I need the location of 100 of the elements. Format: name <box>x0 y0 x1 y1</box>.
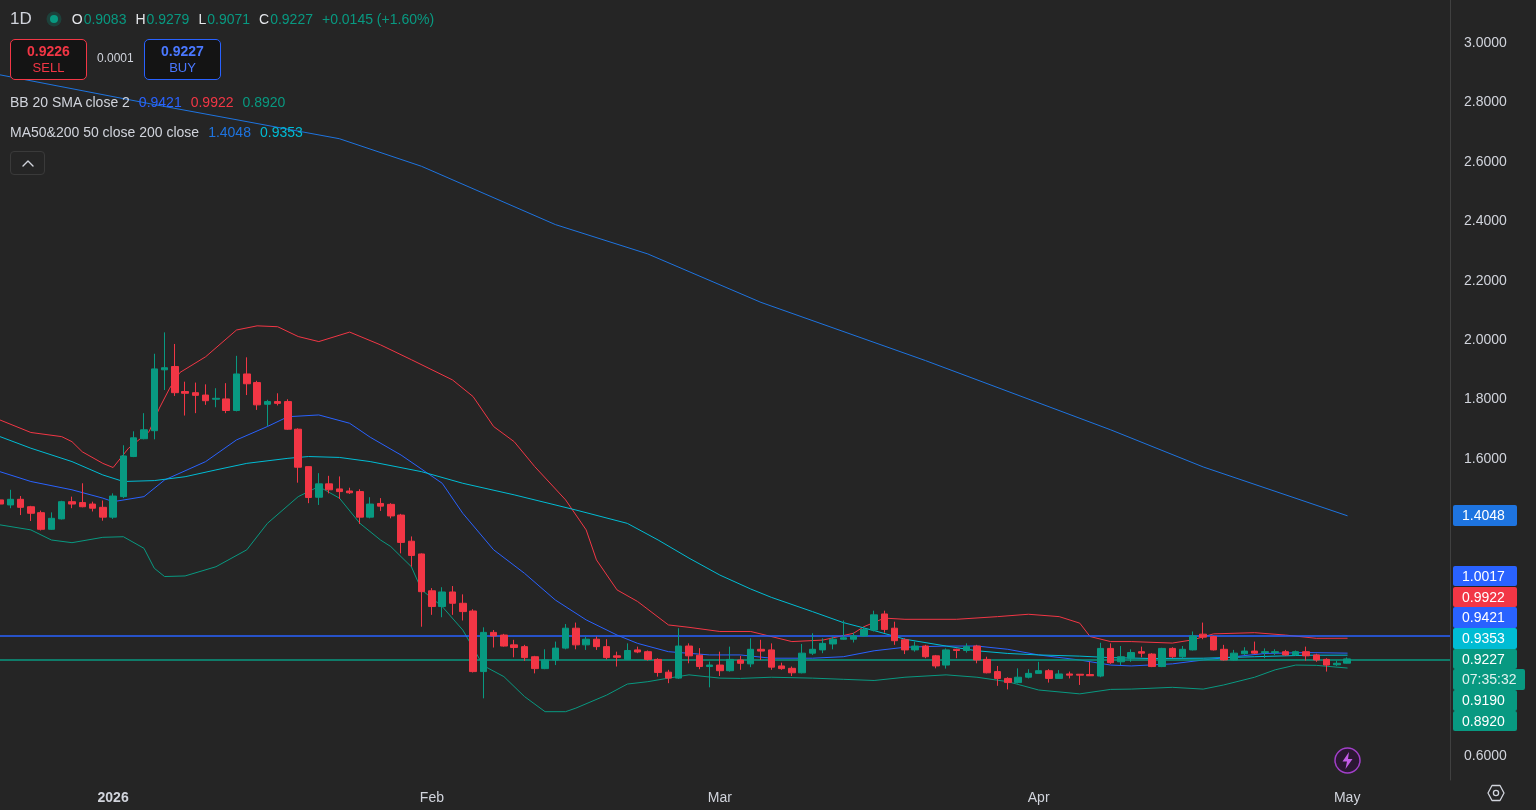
annotation: 0.9083 <box>83 11 127 27</box>
candlestick <box>870 610 878 632</box>
annotation: 0.9227 <box>161 43 204 60</box>
candlestick <box>366 496 374 519</box>
candlestick <box>1055 669 1063 680</box>
candlestick <box>757 639 765 661</box>
candlestick <box>438 586 446 618</box>
y-tick-label: 1.8000 <box>1464 390 1508 407</box>
candlestick <box>840 620 847 641</box>
candlestick <box>387 502 395 519</box>
candlestick <box>449 585 456 616</box>
candlestick <box>1251 641 1258 655</box>
candlestick <box>582 636 590 651</box>
annotation: 0.9071 <box>207 11 251 27</box>
candlestick <box>665 669 672 684</box>
candlestick <box>531 655 539 674</box>
candlestick <box>819 637 826 654</box>
candlestick <box>109 492 117 520</box>
annotation: 0.9279 <box>146 11 190 27</box>
candlestick <box>1282 649 1289 657</box>
candlestick <box>1045 668 1053 684</box>
text: 0.9190 <box>1453 690 1517 711</box>
candlestick <box>120 444 127 499</box>
candlestick <box>253 380 261 411</box>
candlestick <box>48 511 55 531</box>
candlestick <box>408 535 415 568</box>
text: 0.9421 <box>1453 607 1517 628</box>
candlestick <box>243 356 251 396</box>
candlestick <box>469 608 477 673</box>
candlestick <box>1199 622 1207 640</box>
y-tick-label: 3.0000 <box>1464 33 1508 50</box>
annotation: C <box>259 11 270 27</box>
candlestick <box>901 637 909 655</box>
y-tick-label: 2.6000 <box>1464 152 1508 169</box>
candlestick <box>1302 646 1310 662</box>
candlestick <box>696 647 703 670</box>
candlestick <box>222 382 230 414</box>
candlestick <box>911 641 919 653</box>
candlestick <box>68 496 76 509</box>
y-tick-label: 2.0000 <box>1464 330 1508 347</box>
candlestick <box>377 497 384 512</box>
candlestick <box>829 636 837 650</box>
x-tick-label: May <box>1333 789 1361 805</box>
candlestick <box>171 343 179 397</box>
candlestick <box>510 639 518 658</box>
candlestick <box>284 398 292 431</box>
candlestick <box>17 495 24 516</box>
buy-button: 0.9227 BUY <box>144 39 221 80</box>
candlestick <box>1076 673 1084 686</box>
candlestick <box>1220 644 1228 662</box>
ref-line-label: 0.9227 <box>1453 648 1517 670</box>
candlestick <box>212 387 220 408</box>
text: 0.8920 <box>1453 710 1517 732</box>
candlestick <box>181 381 189 417</box>
candlestick <box>27 505 35 522</box>
candlestick <box>356 488 364 525</box>
candlestick <box>274 392 281 406</box>
candlestick <box>1169 646 1176 659</box>
candlestick <box>490 629 497 649</box>
x-tick-label: Apr <box>1027 789 1050 805</box>
x-tick-label: Feb <box>419 789 445 805</box>
candlestick <box>1292 650 1299 657</box>
candlestick <box>130 430 137 458</box>
annotation: 0.0001 <box>97 51 134 65</box>
candlestick <box>521 644 528 662</box>
annotation: MA50&200 50 close 200 close <box>10 124 200 140</box>
annotation: 1.4048 <box>208 124 251 140</box>
candlestick <box>192 382 199 414</box>
annotation: 0.9922 <box>190 94 234 110</box>
annotation: 0.9421 <box>138 94 182 110</box>
candlestick <box>7 489 14 509</box>
annotation: +0.0145 (+1.60%) <box>321 11 435 27</box>
candlestick <box>1138 646 1145 658</box>
annotation: BUY <box>169 60 196 76</box>
candlestick <box>922 644 929 659</box>
candlestick <box>58 500 65 521</box>
line-series <box>0 74 1348 517</box>
candlestick <box>459 593 467 621</box>
candlestick <box>397 513 405 554</box>
candlestick <box>140 412 148 440</box>
candlestick <box>778 662 785 671</box>
candlestick <box>685 642 693 664</box>
candlestick <box>325 475 333 494</box>
candlestick <box>634 646 641 654</box>
candlestick <box>346 487 353 495</box>
candlestick <box>1025 668 1032 679</box>
annotation: BB 20 SMA close 2 <box>10 94 130 110</box>
x-tick-label: Mar <box>707 789 733 805</box>
candlestick <box>161 331 168 391</box>
candlestick <box>305 465 312 504</box>
candlestick <box>1014 667 1022 684</box>
annotation: 0.9353 <box>259 124 303 140</box>
candlestick <box>79 482 86 508</box>
candlestick <box>1148 652 1156 668</box>
candlestick <box>850 632 857 643</box>
x-tick-label: 2026 <box>97 789 129 805</box>
candlestick <box>716 651 724 677</box>
candlestick <box>737 655 744 671</box>
text: 07:35:32 <box>1453 669 1525 690</box>
y-tick-label: 2.8000 <box>1464 93 1508 110</box>
